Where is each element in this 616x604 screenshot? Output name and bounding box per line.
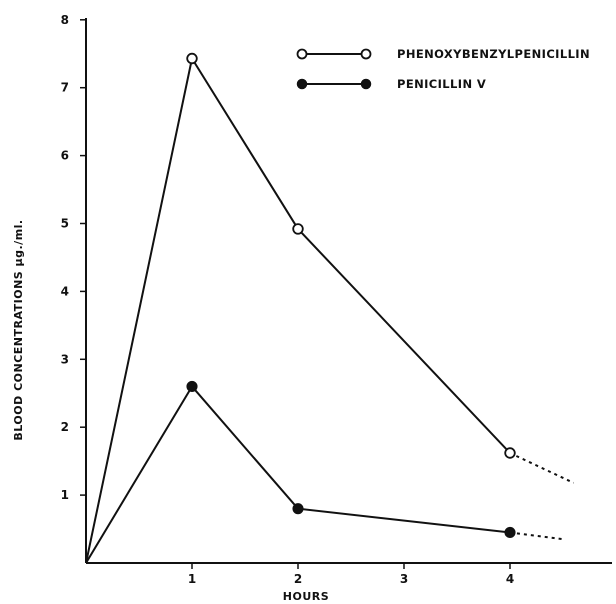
legend-item-phenoxybenzylpenicillin: PHENOXYBENZYLPENICILLIN bbox=[296, 47, 590, 61]
y-tick-label: 7 bbox=[61, 81, 69, 95]
series-line-phenoxybenzylpenicillin bbox=[85, 57, 511, 564]
legend-item-penicillin-v: PENICILLIN V bbox=[296, 77, 486, 91]
data-point-penicillin-v bbox=[504, 526, 516, 538]
series-lines bbox=[85, 57, 575, 564]
x-tick-label: 1 bbox=[188, 572, 196, 586]
data-point-phenoxybenzylpenicillin bbox=[504, 447, 516, 459]
series-extrapolation-phenoxybenzylpenicillin bbox=[509, 452, 575, 484]
series-line-penicillin-v bbox=[85, 385, 511, 564]
data-point-phenoxybenzylpenicillin bbox=[186, 52, 198, 65]
x-tick-label: 2 bbox=[294, 572, 302, 586]
legend-marker-filled-circle bbox=[360, 78, 372, 90]
y-tick-label: 2 bbox=[61, 420, 69, 434]
x-tick-label: 3 bbox=[400, 572, 408, 586]
series-points bbox=[186, 52, 516, 538]
legend-marker-open-circle bbox=[360, 48, 372, 60]
y-tick-label: 4 bbox=[61, 284, 69, 298]
data-point-phenoxybenzylpenicillin bbox=[292, 223, 304, 235]
data-point-penicillin-v bbox=[292, 503, 304, 515]
y-tick-label: 6 bbox=[61, 149, 69, 163]
axes bbox=[85, 18, 612, 564]
legend-label-phenoxybenzylpenicillin: PHENOXYBENZYLPENICILLIN bbox=[397, 47, 590, 61]
series-extrapolation-penicillin-v bbox=[509, 531, 564, 541]
y-tick-label: 3 bbox=[61, 352, 69, 366]
legend-marker-open-circle bbox=[296, 48, 308, 60]
y-tick-label: 5 bbox=[61, 217, 69, 231]
x-tick-label: 4 bbox=[506, 572, 514, 586]
y-axis-title: BLOOD CONCENTRATIONS μg./ml. bbox=[12, 219, 25, 440]
legend-marker-filled-circle bbox=[296, 78, 308, 90]
y-tick-label: 1 bbox=[61, 488, 69, 502]
y-tick-label: 8 bbox=[61, 13, 69, 27]
data-point-penicillin-v bbox=[186, 380, 198, 393]
ticks: 1 2 3 4 1 2 3 4 5 6 7 8 bbox=[61, 13, 515, 586]
x-axis-title: HOURS bbox=[283, 590, 329, 603]
legend-label-penicillin-v: PENICILLIN V bbox=[397, 77, 486, 91]
legend: PHENOXYBENZYLPENICILLIN PENICILLIN V bbox=[296, 47, 590, 91]
